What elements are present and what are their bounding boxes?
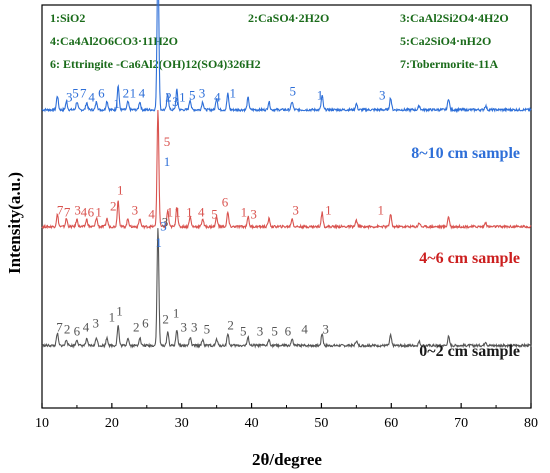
peak-marker: 3 <box>160 219 167 234</box>
peak-marker: 7 <box>64 205 71 220</box>
peak-marker: 4 <box>214 90 221 105</box>
peak-marker: 5 <box>240 323 247 338</box>
legend-entry-6: 6: Ettringite -Ca6Al2(OH)12(SO4)326H2 <box>50 57 261 71</box>
peak-marker: 1 <box>317 88 324 103</box>
peak-marker: 1 <box>325 203 332 218</box>
series-line-2 <box>41 109 532 230</box>
legend-entry-4: 4:Ca4Al2O6CO3·11H2O <box>50 34 178 48</box>
peak-marker: 3 <box>199 86 206 101</box>
peak-marker: 5 <box>271 323 278 338</box>
peak-marker: 3 <box>74 203 81 218</box>
x-axis-label: 2θ/degree <box>252 450 322 469</box>
legend-entry-1: 1:SiO2 <box>50 11 85 25</box>
peak-marker: 5 <box>204 321 211 336</box>
peak-marker: 1 <box>109 309 116 324</box>
sample-label-1: 8~10 cm sample <box>411 145 520 162</box>
peak-marker: 1 <box>229 86 236 101</box>
peak-marker: 4 <box>88 90 95 105</box>
peak-marker: 1 <box>173 305 180 320</box>
peak-marker: 1 <box>167 205 174 220</box>
legend-entry-7: 7:Tobermorite-11A <box>400 57 499 71</box>
legend-entry-5: 5:Ca2SiO4·nH2O <box>400 34 491 48</box>
peak-marker: 4 <box>148 207 155 222</box>
peak-marker: 2 <box>165 90 172 105</box>
peak-marker: 6 <box>88 205 95 220</box>
x-tick-label: 20 <box>105 416 119 431</box>
peak-marker: 1 <box>95 205 102 220</box>
peak-marker: 5 <box>189 88 196 103</box>
peak-marker: 2 <box>64 321 71 336</box>
y-axis-label: Intensity(a.u.) <box>5 172 24 274</box>
peak-marker: 3 <box>181 319 188 334</box>
peak-marker: 5 <box>290 84 297 99</box>
sample-label-2: 4~6 cm sample <box>419 250 520 267</box>
peak-marker: 4 <box>198 205 205 220</box>
peak-marker: 2 <box>227 317 234 332</box>
peak-marker: 3 <box>132 203 139 218</box>
peak-marker: 3 <box>379 88 386 103</box>
peak-marker: 3 <box>292 203 299 218</box>
peak-marker: 4 <box>301 321 308 336</box>
x-tick-label: 70 <box>454 416 468 431</box>
peak-marker: 4 <box>81 205 88 220</box>
x-tick-label: 60 <box>384 416 398 431</box>
peak-marker: 1 <box>164 154 171 169</box>
peak-marker: 3 <box>257 323 264 338</box>
x-tick-label: 40 <box>245 416 259 431</box>
x-tick-label: 50 <box>314 416 328 431</box>
peak-marker: 3 <box>322 321 329 336</box>
peak-marker: 3 <box>93 315 100 330</box>
peak-marker: 4 <box>83 319 90 334</box>
peak-marker: 6 <box>142 315 149 330</box>
series-lines <box>41 0 532 349</box>
peak-marker: 1 <box>179 90 186 105</box>
x-axis: 10 20 30 40 50 60 70 80 <box>35 403 538 431</box>
peak-marker: 2 <box>162 311 169 326</box>
peak-marker: 1 <box>113 96 120 111</box>
peak-marker: 1 <box>241 205 248 220</box>
peak-marker: 3 <box>162 215 169 230</box>
series-line-1 <box>41 0 532 114</box>
peak-marker: 7 <box>56 319 63 334</box>
peak-marker: 3 <box>250 207 257 222</box>
peak-marker: 6 <box>222 195 229 210</box>
x-tick-label: 30 <box>175 416 189 431</box>
peak-marker: 1 <box>186 205 193 220</box>
sample-label-3: 0~2 cm sample <box>419 343 520 360</box>
peak-marker: 6 <box>98 86 105 101</box>
peak-marker: 1 <box>174 205 181 220</box>
peak-marker: 6 <box>74 323 81 338</box>
peak-marker: 1 <box>378 203 385 218</box>
peak-marker: 1 <box>155 235 162 250</box>
peak-marker: 3 <box>66 90 73 105</box>
peak-marker: 1 <box>117 182 124 197</box>
peak-marker: 2 <box>110 199 117 214</box>
x-tick-label: 10 <box>35 416 49 431</box>
peak-marker: 6 <box>285 323 292 338</box>
sample-labels: 8~10 cm sample 4~6 cm sample 0~2 cm sample <box>411 145 520 360</box>
peak-marker: 2 <box>123 86 130 101</box>
peak-marker: 1 <box>130 86 137 101</box>
peak-marker: 3 <box>172 94 179 109</box>
peak-marker: 3 <box>191 319 198 334</box>
peak-marker: 5 <box>72 86 79 101</box>
legend-entry-2: 2:CaSO4·2H2O <box>248 11 329 25</box>
series-line-3 <box>41 228 532 349</box>
peak-marker: 2 <box>133 319 140 334</box>
peak-marker: 4 <box>139 86 146 101</box>
peak-marker: 5 <box>211 207 218 222</box>
phase-legend: 1:SiO2 2:CaSO4·2H2O 3:CaAl2Si2O4·4H2O 4:Ca4… <box>50 11 509 71</box>
peak-marker: 1 <box>116 303 123 318</box>
peak-marker: 5 <box>164 134 171 149</box>
peak-marker: 7 <box>57 203 64 218</box>
legend-entry-3: 3:CaAl2Si2O4·4H2O <box>400 11 509 25</box>
peak-marker: 7 <box>80 86 87 101</box>
x-tick-label: 80 <box>524 416 538 431</box>
